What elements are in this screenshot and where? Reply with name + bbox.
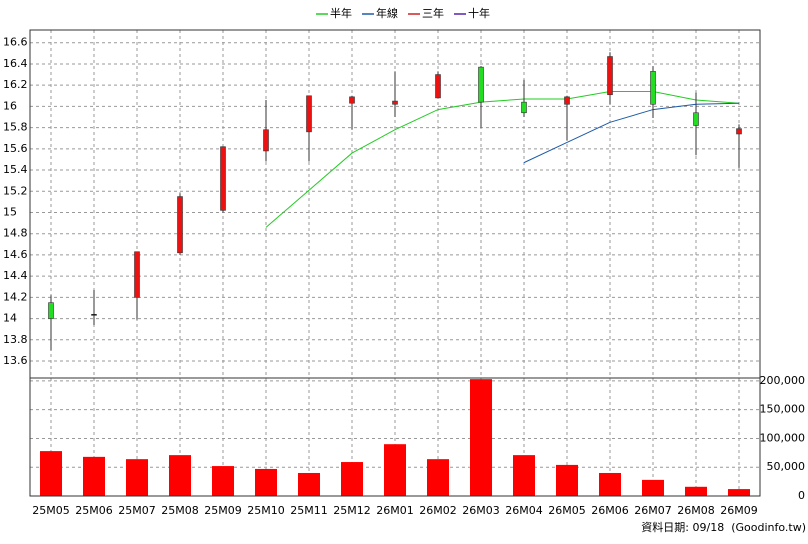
legend-label: 年線 [376,6,398,20]
candle-body [177,196,183,254]
x-tick-label: 25M09 [204,504,242,517]
volume-bar [513,455,535,496]
x-tick-label: 25M12 [333,504,371,517]
candle-body [263,129,269,152]
x-tick-label: 26M08 [677,504,715,517]
x-tick-label: 26M03 [462,504,500,517]
x-tick-label: 26M06 [591,504,629,517]
y-tick-label: 16.6 [3,36,28,49]
x-tick-label: 25M10 [247,504,285,517]
ma-line [265,91,740,228]
x-tick-label: 26M09 [720,504,758,517]
candle-body [650,71,656,105]
volume-bar [427,459,449,496]
y-tick-label: 13.8 [3,333,28,346]
plot-frame [29,29,761,497]
volume-bar [83,456,105,496]
ma-line [523,102,740,164]
y-tick-label: 16 [3,99,17,112]
y-tick-label: 14 [3,312,17,325]
candle-body [521,101,527,114]
y-tick-label: 0 [798,489,805,502]
candle-body [435,74,441,99]
x-tick-label: 26M07 [634,504,672,517]
legend-label: 三年 [422,6,444,20]
x-tick-label: 25M11 [290,504,328,517]
y-tick-label: 13.6 [3,354,28,367]
y-tick-label: 16.4 [3,57,28,70]
y-tick-label: 15.6 [3,142,28,155]
candle-body [91,314,97,316]
y-tick-label: 15 [3,205,17,218]
candle-body [306,95,312,133]
x-tick-label: 26M01 [376,504,414,517]
y-tick-label: 50,000 [767,460,806,473]
y-tick-label: 150,000 [760,403,806,416]
x-tick-label: 26M05 [548,504,586,517]
volume-bar [556,464,578,496]
y-tick-label: 14.8 [3,227,28,240]
volume-bar [728,489,750,496]
y-tick-label: 16.2 [3,78,28,91]
candle-body [349,96,355,104]
candle-body [607,56,613,96]
volume-bar [169,455,191,496]
y-tick-label: 15.8 [3,121,28,134]
candle-body [392,100,398,105]
candle-body [48,302,54,319]
candle-body [478,66,484,103]
y-tick-label: 15.2 [3,184,28,197]
candle-body [736,128,742,135]
y-tick-label: 14.6 [3,248,28,261]
legend-label: 半年 [330,6,352,20]
x-tick-label: 25M06 [75,504,113,517]
volume-bar [40,451,62,496]
footer: 資料日期: 09/18 (Goodinfo.tw) [641,520,806,534]
volume-bar [212,466,234,496]
candle-body [564,96,570,105]
volume-bar [384,444,406,496]
volume-bar [599,472,621,496]
volume-bar [126,459,148,496]
x-tick-label: 25M07 [118,504,156,517]
volume-bar [298,472,320,496]
candle-body [134,251,140,298]
y-tick-label: 15.4 [3,163,28,176]
y-tick-label: 14.4 [3,269,28,282]
volume-bar [470,379,492,496]
volume-bar [642,479,664,496]
volume-bar [255,468,277,496]
y-tick-label: 200,000 [760,374,806,387]
x-tick-label: 26M02 [419,504,457,517]
x-tick-label: 26M04 [505,504,543,517]
candle-body [693,112,699,126]
candle-body [220,146,226,211]
x-tick-label: 25M05 [32,504,70,517]
x-tick-label: 25M08 [161,504,199,517]
volume-bar [341,462,363,496]
y-tick-label: 100,000 [760,431,806,444]
y-tick-label: 14.2 [3,290,28,303]
legend-label: 十年 [468,6,490,20]
volume-bar [685,486,707,496]
